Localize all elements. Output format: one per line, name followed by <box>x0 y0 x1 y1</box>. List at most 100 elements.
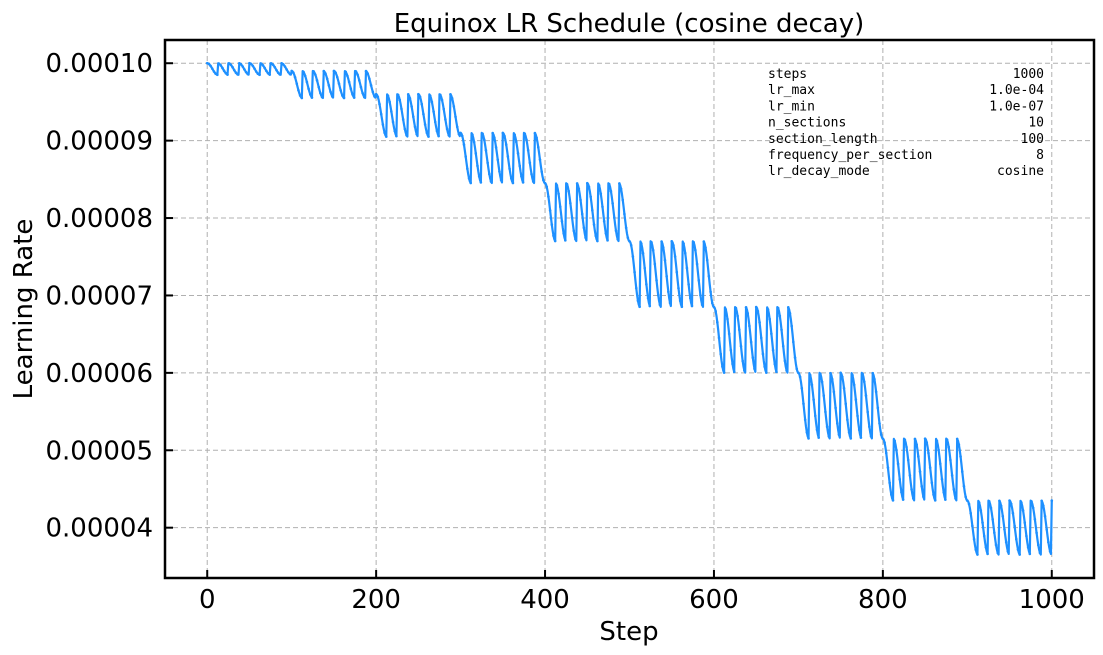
lr-point <box>993 531 996 535</box>
lr-point <box>449 93 452 96</box>
lr-point <box>695 262 699 266</box>
lr-point <box>817 436 820 439</box>
lr-point <box>329 90 332 94</box>
lr-point <box>773 362 777 366</box>
lr-point <box>601 205 604 209</box>
lr-point <box>861 372 864 376</box>
lr-point <box>726 317 729 321</box>
param-key: n_sections <box>768 116 846 131</box>
lr-series <box>205 61 1054 556</box>
lr-point <box>668 301 672 305</box>
lr-point <box>917 455 920 458</box>
lr-point <box>503 134 506 138</box>
lr-point <box>1018 553 1021 556</box>
lr-point <box>640 242 643 245</box>
lr-point <box>379 112 383 116</box>
x-tick-label: 800 <box>858 585 908 615</box>
lr-point <box>856 414 859 418</box>
lr-point <box>342 96 346 100</box>
lr-point <box>550 223 554 226</box>
lr-point <box>373 95 376 98</box>
lr-point <box>518 164 522 168</box>
lr-point <box>597 183 601 187</box>
lr-point <box>452 105 456 108</box>
lr-point <box>359 85 363 89</box>
lr-point <box>354 70 358 73</box>
lr-point <box>974 548 978 551</box>
lr-point <box>795 367 799 371</box>
lr-point <box>352 96 356 99</box>
lr-point <box>938 462 942 466</box>
lr-point <box>876 406 880 410</box>
lr-point <box>395 134 398 138</box>
lr-point <box>258 73 261 77</box>
lr-point <box>987 500 991 503</box>
lr-point <box>217 62 221 65</box>
lr-point <box>739 344 743 348</box>
lr-point <box>572 229 576 233</box>
lr-point <box>401 118 405 121</box>
lr-point <box>893 439 896 443</box>
lr-point <box>660 240 663 243</box>
lr-point <box>945 438 949 441</box>
lr-point <box>454 115 457 119</box>
lr-point <box>928 466 932 469</box>
lr-point <box>339 88 342 92</box>
lr-point <box>420 102 424 106</box>
lr-point <box>496 158 500 161</box>
lr-point <box>792 340 795 344</box>
lr-point <box>216 73 219 77</box>
lr-point <box>687 283 690 286</box>
lr-point <box>834 406 837 410</box>
lr-point <box>341 94 344 97</box>
lr-point <box>569 201 572 205</box>
lr-point <box>830 377 834 381</box>
lr-point <box>467 177 471 180</box>
lr-point <box>998 499 1001 503</box>
lr-point <box>734 306 738 310</box>
lr-point <box>746 312 750 315</box>
y-tick-label: 0.00010 <box>45 49 153 79</box>
lr-point <box>547 195 550 198</box>
grid <box>165 40 1094 578</box>
lr-point <box>210 67 214 70</box>
y-tick-label: 0.00009 <box>45 127 153 157</box>
lr-point <box>977 501 981 504</box>
lr-point <box>231 65 234 69</box>
lr-point <box>300 96 304 100</box>
lr-point <box>386 94 390 97</box>
lr-point <box>874 390 878 394</box>
lr-point <box>1043 514 1047 518</box>
param-key: frequency_per_section <box>768 148 932 163</box>
lr-point <box>986 552 989 556</box>
lr-point <box>538 158 542 161</box>
lr-point <box>530 172 533 176</box>
lr-point <box>690 304 694 308</box>
lr-point <box>714 309 717 313</box>
lr-point <box>482 138 486 142</box>
lr-point <box>417 92 420 96</box>
lr-point <box>727 332 731 336</box>
lr-point <box>675 270 679 274</box>
lr-point <box>950 474 954 477</box>
lr-point <box>344 70 348 74</box>
lr-point <box>911 497 915 500</box>
lr-point <box>515 140 518 144</box>
lr-point <box>754 305 758 309</box>
lr-point <box>285 68 288 71</box>
lr-point <box>504 143 508 146</box>
lr-point <box>803 418 807 422</box>
lr-point <box>692 241 695 244</box>
lr-point <box>846 418 849 422</box>
lr-point <box>890 493 893 496</box>
lr-point <box>790 324 793 328</box>
lr-point <box>322 69 326 73</box>
lr-point <box>268 73 272 76</box>
lr-point <box>275 68 278 72</box>
lr-point <box>910 488 913 491</box>
param-value: 10 <box>1028 116 1044 131</box>
lr-point <box>712 305 716 309</box>
lr-point <box>319 91 322 95</box>
lr-point <box>337 82 341 85</box>
lr-point <box>716 321 719 324</box>
